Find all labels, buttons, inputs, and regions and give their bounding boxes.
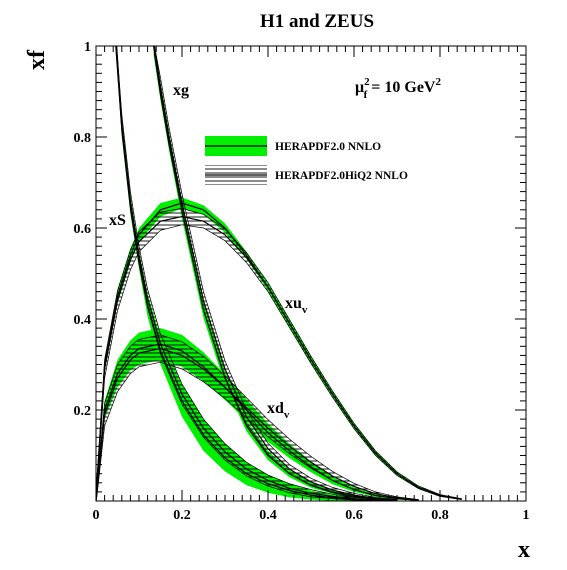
label-xdv: xdv: [267, 400, 290, 421]
scale-annotation-base: μ: [355, 79, 364, 96]
y-axis-title: xf: [24, 49, 50, 70]
legend-label-0: HERAPDF2.0 NNLO: [275, 141, 381, 153]
plot-frame: [95, 45, 527, 502]
central-xuv-hiq2: [95, 215, 462, 500]
axis-ticks: 0 0.2 0.4 0.6 0.8 1 0.2 0.4 0.6 0.8 1: [74, 40, 530, 523]
x-axis-title: x: [518, 537, 530, 563]
scale-annotation-sup: 2: [364, 76, 370, 88]
central-lines-layer: [95, 45, 462, 502]
y-tick-label: 1: [84, 40, 91, 55]
legend-label-1: HERAPDF2.0HiQ2 NNLO: [275, 170, 408, 182]
scale-annotation-rest: = 10 GeV: [367, 79, 436, 96]
band-xuv-hiq2: [96, 208, 462, 501]
y-tick-label: 0.8: [74, 131, 92, 146]
central-xdv-nnlo: [95, 343, 419, 501]
central-xg-hiq2: [153, 45, 398, 501]
y-tick-label: 0.4: [74, 313, 92, 328]
x-tick-label: 1: [523, 508, 530, 523]
scale-annotation-sub: f: [364, 89, 368, 101]
legend: HERAPDF2.0 NNLO HERAPDF2.0HiQ2 NNLO: [205, 136, 408, 185]
y-tick-label: 0.6: [74, 222, 92, 237]
central-xS-hiq2: [116, 45, 398, 502]
x-tick-label: 0.8: [431, 508, 449, 523]
scale-annotation: μ2 f = 10 GeV2: [355, 76, 441, 101]
label-xS: xS: [109, 212, 126, 229]
hatched-bands-layer: [96, 45, 462, 502]
label-xg: xg: [173, 82, 189, 99]
x-tick-label: 0: [93, 508, 100, 523]
central-xdv-hiq2: [95, 347, 419, 501]
label-xuv: xuv: [285, 295, 308, 316]
scale-annotation-rest-sup: 2: [435, 76, 441, 88]
x-tick-label: 0.2: [173, 508, 191, 523]
chart-title: H1 and ZEUS: [260, 11, 374, 32]
x-tick-label: 0.6: [345, 508, 363, 523]
central-xg-nnlo: [153, 45, 398, 501]
y-tick-label: 0.2: [74, 404, 92, 419]
central-xS-nnlo: [115, 45, 398, 502]
x-tick-label: 0.4: [259, 508, 277, 523]
